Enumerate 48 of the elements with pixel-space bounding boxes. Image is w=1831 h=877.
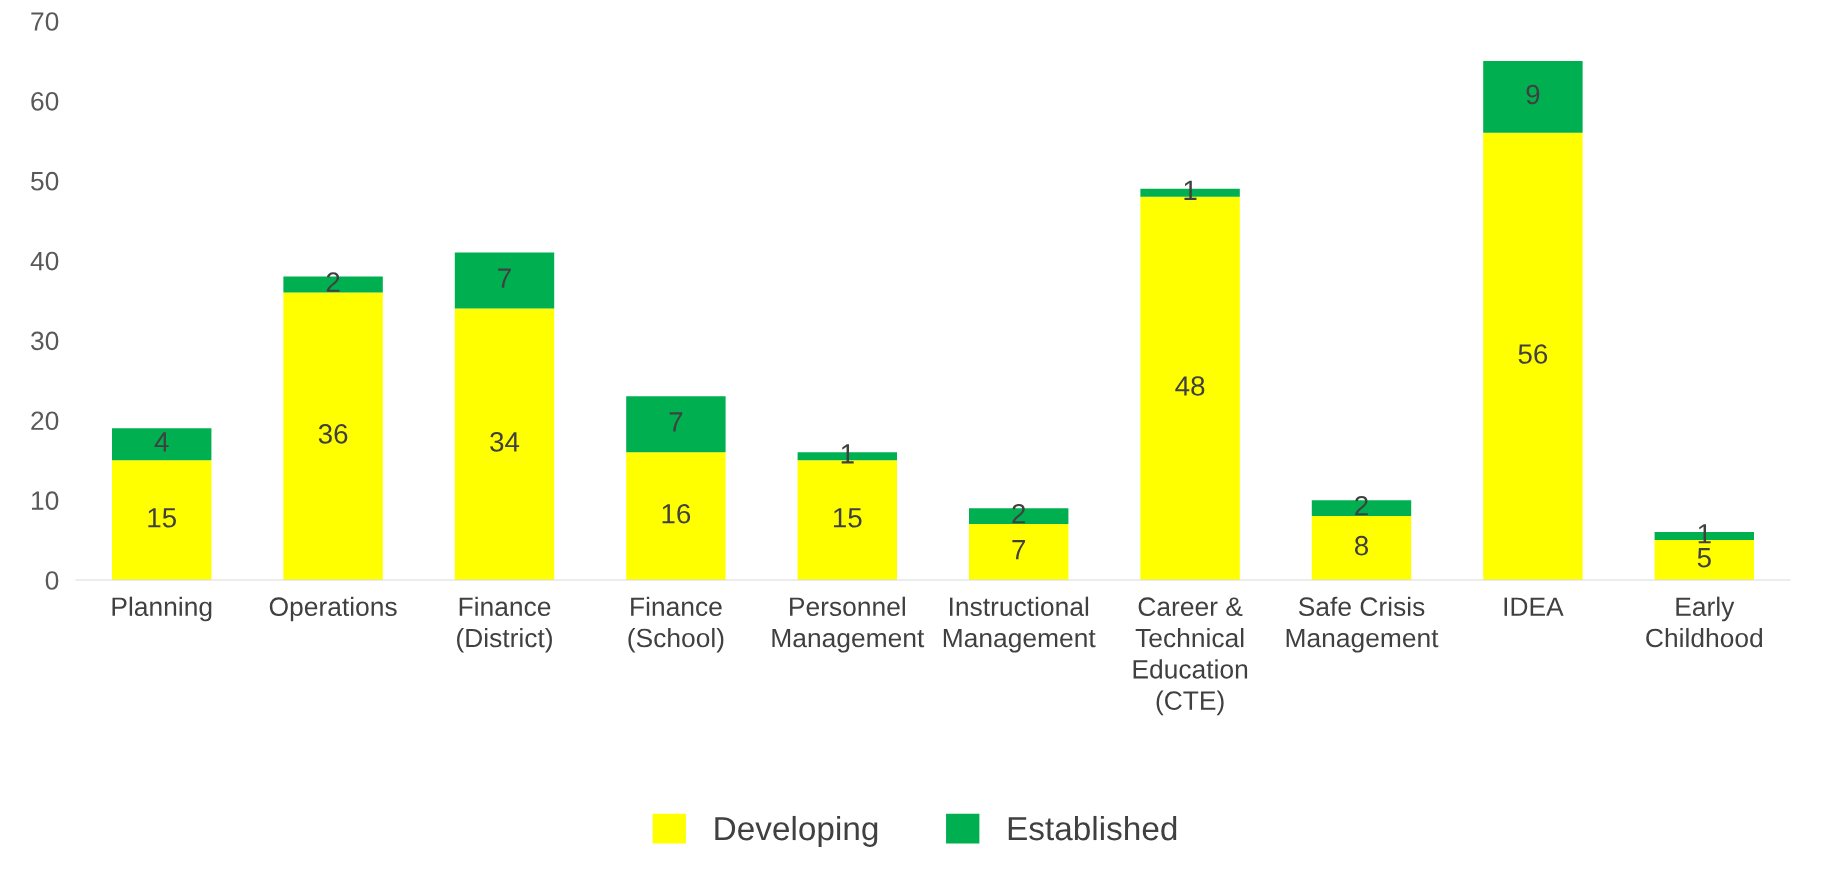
y-tick-label: 60 bbox=[31, 91, 59, 111]
x-tick-label: Finance (School) bbox=[628, 596, 724, 653]
data-label: 48 bbox=[1175, 376, 1205, 396]
legend-label: Developing bbox=[715, 815, 878, 847]
x-tick-label: Safe Crisis Management bbox=[1286, 596, 1439, 653]
bar bbox=[626, 396, 726, 453]
bar bbox=[1483, 132, 1583, 580]
data-label: 36 bbox=[318, 424, 348, 444]
data-label: 15 bbox=[148, 508, 176, 528]
bar bbox=[1483, 60, 1583, 133]
bar bbox=[454, 308, 555, 580]
x-tick-label: Personnel Management bbox=[772, 596, 925, 653]
bar bbox=[111, 428, 212, 461]
bar bbox=[1311, 516, 1412, 580]
data-label: 7 bbox=[498, 268, 511, 288]
data-label: 7 bbox=[669, 412, 683, 432]
data-label: 2 bbox=[1012, 503, 1026, 524]
data-label: 2 bbox=[1355, 495, 1368, 516]
x-tick-label: Early Childhood bbox=[1646, 596, 1763, 648]
data-label: 2 bbox=[326, 272, 340, 292]
y-tick-label: 50 bbox=[31, 171, 59, 191]
data-label: 15 bbox=[833, 508, 862, 528]
data-label: 9 bbox=[1526, 84, 1540, 105]
bar bbox=[111, 460, 212, 580]
y-tick-label: 20 bbox=[31, 411, 59, 431]
y-tick-label: 10 bbox=[32, 491, 59, 510]
bar bbox=[968, 524, 1069, 580]
data-label: 34 bbox=[490, 432, 520, 452]
data-label: 4 bbox=[154, 432, 169, 452]
x-tick-label: Operations bbox=[269, 596, 397, 622]
x-tick-label: Career & Technical Education (CTE) bbox=[1133, 597, 1248, 716]
y-tick-label: 0 bbox=[45, 571, 59, 590]
x-tick-label: IDEA bbox=[1504, 597, 1564, 616]
x-tick-label: Instructional Management bbox=[943, 596, 1096, 653]
x-tick-label: Planning bbox=[112, 596, 212, 622]
x-tick-label: Finance (District) bbox=[457, 596, 552, 653]
data-label: 16 bbox=[662, 503, 691, 524]
data-label: 8 bbox=[1354, 535, 1369, 556]
bar bbox=[454, 252, 555, 309]
bar bbox=[283, 292, 383, 580]
y-tick-label: 30 bbox=[30, 331, 59, 351]
bar bbox=[626, 452, 726, 580]
y-tick-label: 70 bbox=[31, 12, 59, 31]
data-label: 7 bbox=[1012, 540, 1026, 560]
data-label: 56 bbox=[1518, 344, 1548, 364]
legend-label: Established bbox=[1008, 815, 1177, 841]
data-label: 5 bbox=[1697, 548, 1711, 568]
y-tick-label: 40 bbox=[30, 251, 59, 271]
